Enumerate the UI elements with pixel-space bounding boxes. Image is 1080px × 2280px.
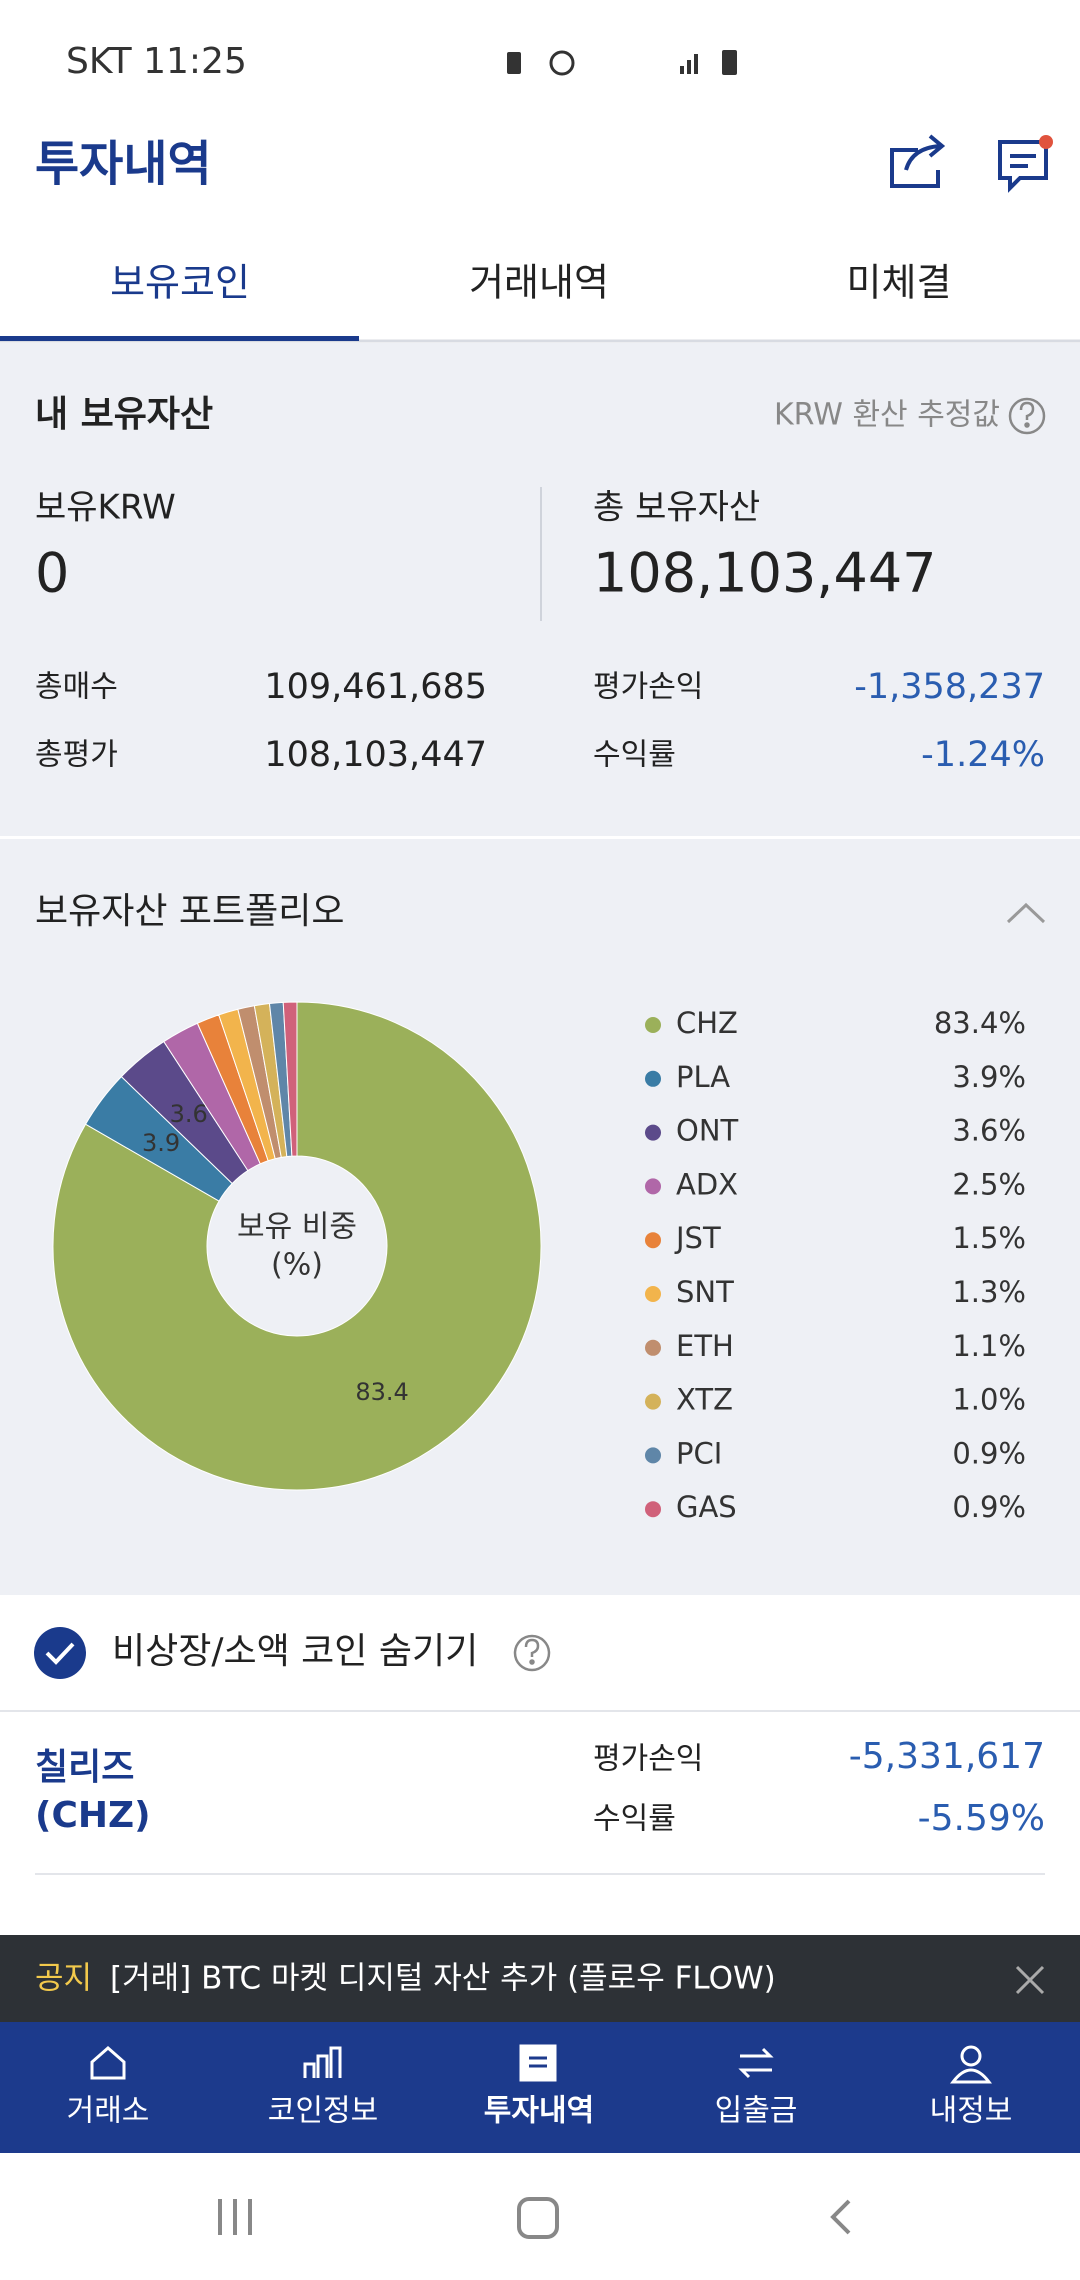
chat-icon[interactable] [998, 140, 1048, 193]
slice-label: 3.9 [142, 1129, 180, 1157]
center-label: 보유 비중 [237, 1210, 357, 1245]
legend-label: PCI [676, 1436, 722, 1470]
section-title: 내 보유자산 [35, 394, 213, 435]
badge [1039, 135, 1053, 149]
tab[interactable]: 미체결 [847, 261, 952, 305]
filter-label[interactable]: 비상장/소액 코인 숨기기 [112, 1631, 478, 1672]
tab[interactable]: 거래내역 [469, 261, 609, 305]
legend-swatch [645, 1501, 661, 1518]
nav-item[interactable]: 투자내역 [484, 2094, 594, 2129]
value: -1.24% [921, 735, 1045, 775]
tab[interactable]: 보유코인 [110, 261, 250, 305]
label: 총매수 [35, 670, 118, 705]
legend-value: 1.1% [952, 1329, 1026, 1363]
legend-swatch [645, 1017, 661, 1033]
page-title: 투자내역 [35, 136, 212, 192]
nav-item[interactable]: 내정보 [930, 2094, 1013, 2129]
value: -1,358,237 [854, 667, 1045, 707]
legend-swatch [645, 1447, 661, 1464]
legend-value: 3.6% [952, 1114, 1026, 1148]
label: 평가손익 [593, 1742, 703, 1777]
slice-label: 3.6 [170, 1100, 208, 1128]
legend-swatch [645, 1286, 661, 1302]
legend-value: 3.9% [952, 1060, 1026, 1094]
legend-value: 1.5% [952, 1221, 1026, 1255]
legend-label: SNT [676, 1275, 734, 1309]
checkbox[interactable] [34, 1627, 86, 1679]
legend-value: 2.5% [952, 1167, 1026, 1201]
collapse-icon[interactable] [1006, 902, 1046, 924]
label: 보유KRW [35, 488, 176, 528]
legend-label: ONT [676, 1114, 739, 1148]
legend-swatch [645, 1070, 661, 1087]
notice-bar [0, 1935, 1080, 2022]
legend-label: PLA [676, 1060, 730, 1094]
note: KRW 환산 추정값 [774, 398, 1000, 433]
pie-slice [52, 1001, 542, 1491]
legend-swatch [645, 1339, 661, 1356]
label: 평가손익 [593, 670, 703, 705]
notice-text[interactable]: [거래] BTC 마켓 디지털 자산 추가 (플로우 FLOW) [110, 1961, 776, 1997]
label: 수익률 [593, 738, 676, 773]
nav-item[interactable]: 거래소 [67, 2094, 150, 2129]
pie-slice [282, 1001, 298, 1157]
legend-label: XTZ [676, 1383, 733, 1417]
nav-item[interactable]: 코인정보 [268, 2094, 378, 2129]
value: -5,331,617 [849, 1736, 1045, 1777]
legend-swatch [645, 1393, 661, 1410]
nav-icon-detail [529, 2056, 547, 2068]
status-text: SKT 11:25 [66, 41, 247, 82]
value: 109,461,685 [264, 667, 487, 707]
center-label: (%) [271, 1248, 323, 1283]
value: 108,103,447 [264, 735, 487, 775]
system-nav[interactable] [218, 2197, 851, 2239]
nav-item[interactable]: 입출금 [715, 2094, 798, 2129]
legend-value: 1.0% [952, 1383, 1026, 1417]
tab-underline [0, 336, 359, 341]
legend-swatch [645, 1232, 661, 1249]
legend-label: CHZ [676, 1006, 738, 1040]
legend-label: JST [674, 1221, 721, 1255]
help-icon[interactable] [1008, 397, 1046, 435]
section-title: 보유자산 포트폴리오 [35, 891, 345, 932]
label: 수익률 [593, 1802, 676, 1837]
value: 0 [35, 542, 69, 605]
legend-label: ETH [676, 1329, 734, 1363]
legend-label: ADX [676, 1167, 738, 1201]
bottom-nav [0, 2022, 1080, 2153]
legend-value: 0.9% [952, 1490, 1026, 1524]
value: -5.59% [918, 1798, 1045, 1839]
share-icon[interactable] [890, 134, 946, 188]
notice-tag: 공지 [35, 1961, 92, 1997]
coin-symbol: (CHZ) [35, 1795, 151, 1836]
value: 108,103,447 [593, 542, 937, 605]
legend-swatch [645, 1178, 661, 1195]
legend-value: 1.3% [952, 1275, 1026, 1309]
legend-swatch [645, 1124, 661, 1141]
label: 총평가 [35, 738, 118, 773]
help-icon[interactable] [513, 1634, 551, 1672]
nav-icons [90, 2044, 993, 2084]
coin-name: 칠리즈 [35, 1747, 134, 1788]
label: 총 보유자산 [593, 488, 760, 528]
legend-value: 0.9% [952, 1436, 1026, 1470]
legend-value: 83.4% [934, 1006, 1026, 1040]
close-icon[interactable] [1015, 1965, 1045, 1995]
status-icons [507, 50, 737, 76]
legend-label: GAS [676, 1490, 737, 1524]
slice-label: 83.4 [355, 1378, 408, 1406]
